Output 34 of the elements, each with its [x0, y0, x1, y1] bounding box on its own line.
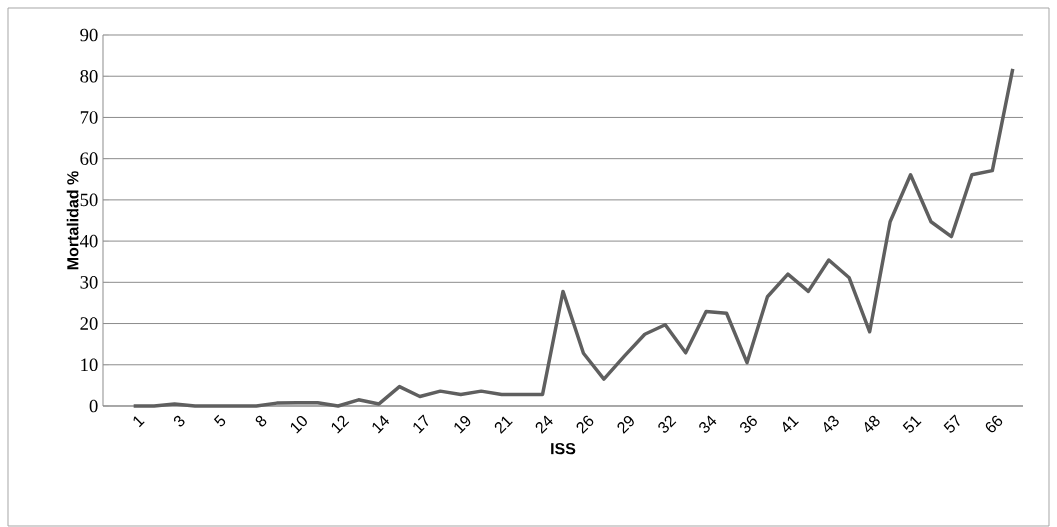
x-tick-label: 32 [658, 415, 677, 433]
x-tick-label: 43 [823, 415, 839, 433]
x-tick-label: 17 [413, 414, 429, 434]
x-tick-label: 8 [255, 415, 267, 427]
x-tick-label: 36 [740, 415, 757, 433]
y-axis-title: Mortalidad % [66, 171, 79, 270]
y-tick-label: 70 [80, 111, 98, 124]
y-tick-label: 60 [80, 152, 98, 165]
x-tick-label: 34 [699, 415, 717, 433]
x-tick-label: 41 [782, 416, 799, 433]
x-tick-label: 14 [372, 415, 390, 434]
x-tick-label: 5 [213, 414, 226, 427]
y-tick-label: 10 [81, 358, 98, 372]
x-tick-label: 48 [864, 415, 880, 433]
x-tick-label: 66 [985, 415, 1003, 433]
x-tick-label: 1 [133, 416, 145, 428]
y-tick-label: 50 [80, 193, 98, 207]
x-tick-label: 21 [494, 416, 513, 434]
x-tick-label: 12 [331, 415, 350, 434]
y-tick-label: 90 [80, 28, 98, 42]
y-tick-label: 20 [80, 317, 98, 330]
x-tick-label: 26 [576, 415, 594, 434]
x-tick-label: 29 [617, 416, 634, 434]
y-tick-label: 80 [80, 69, 98, 83]
y-tick-label: 30 [80, 276, 98, 289]
x-tick-label: 19 [454, 416, 471, 434]
x-tick-label: 24 [535, 415, 553, 434]
x-tick-label: 57 [943, 414, 960, 433]
x-tick-label: 51 [902, 416, 922, 433]
y-tick-label: 40 [79, 234, 98, 248]
x-tick-label: 3 [173, 415, 185, 427]
y-tick-label: 0 [89, 399, 98, 413]
x-axis-title: ISS [551, 442, 576, 455]
x-tick-label: 10 [290, 415, 307, 434]
